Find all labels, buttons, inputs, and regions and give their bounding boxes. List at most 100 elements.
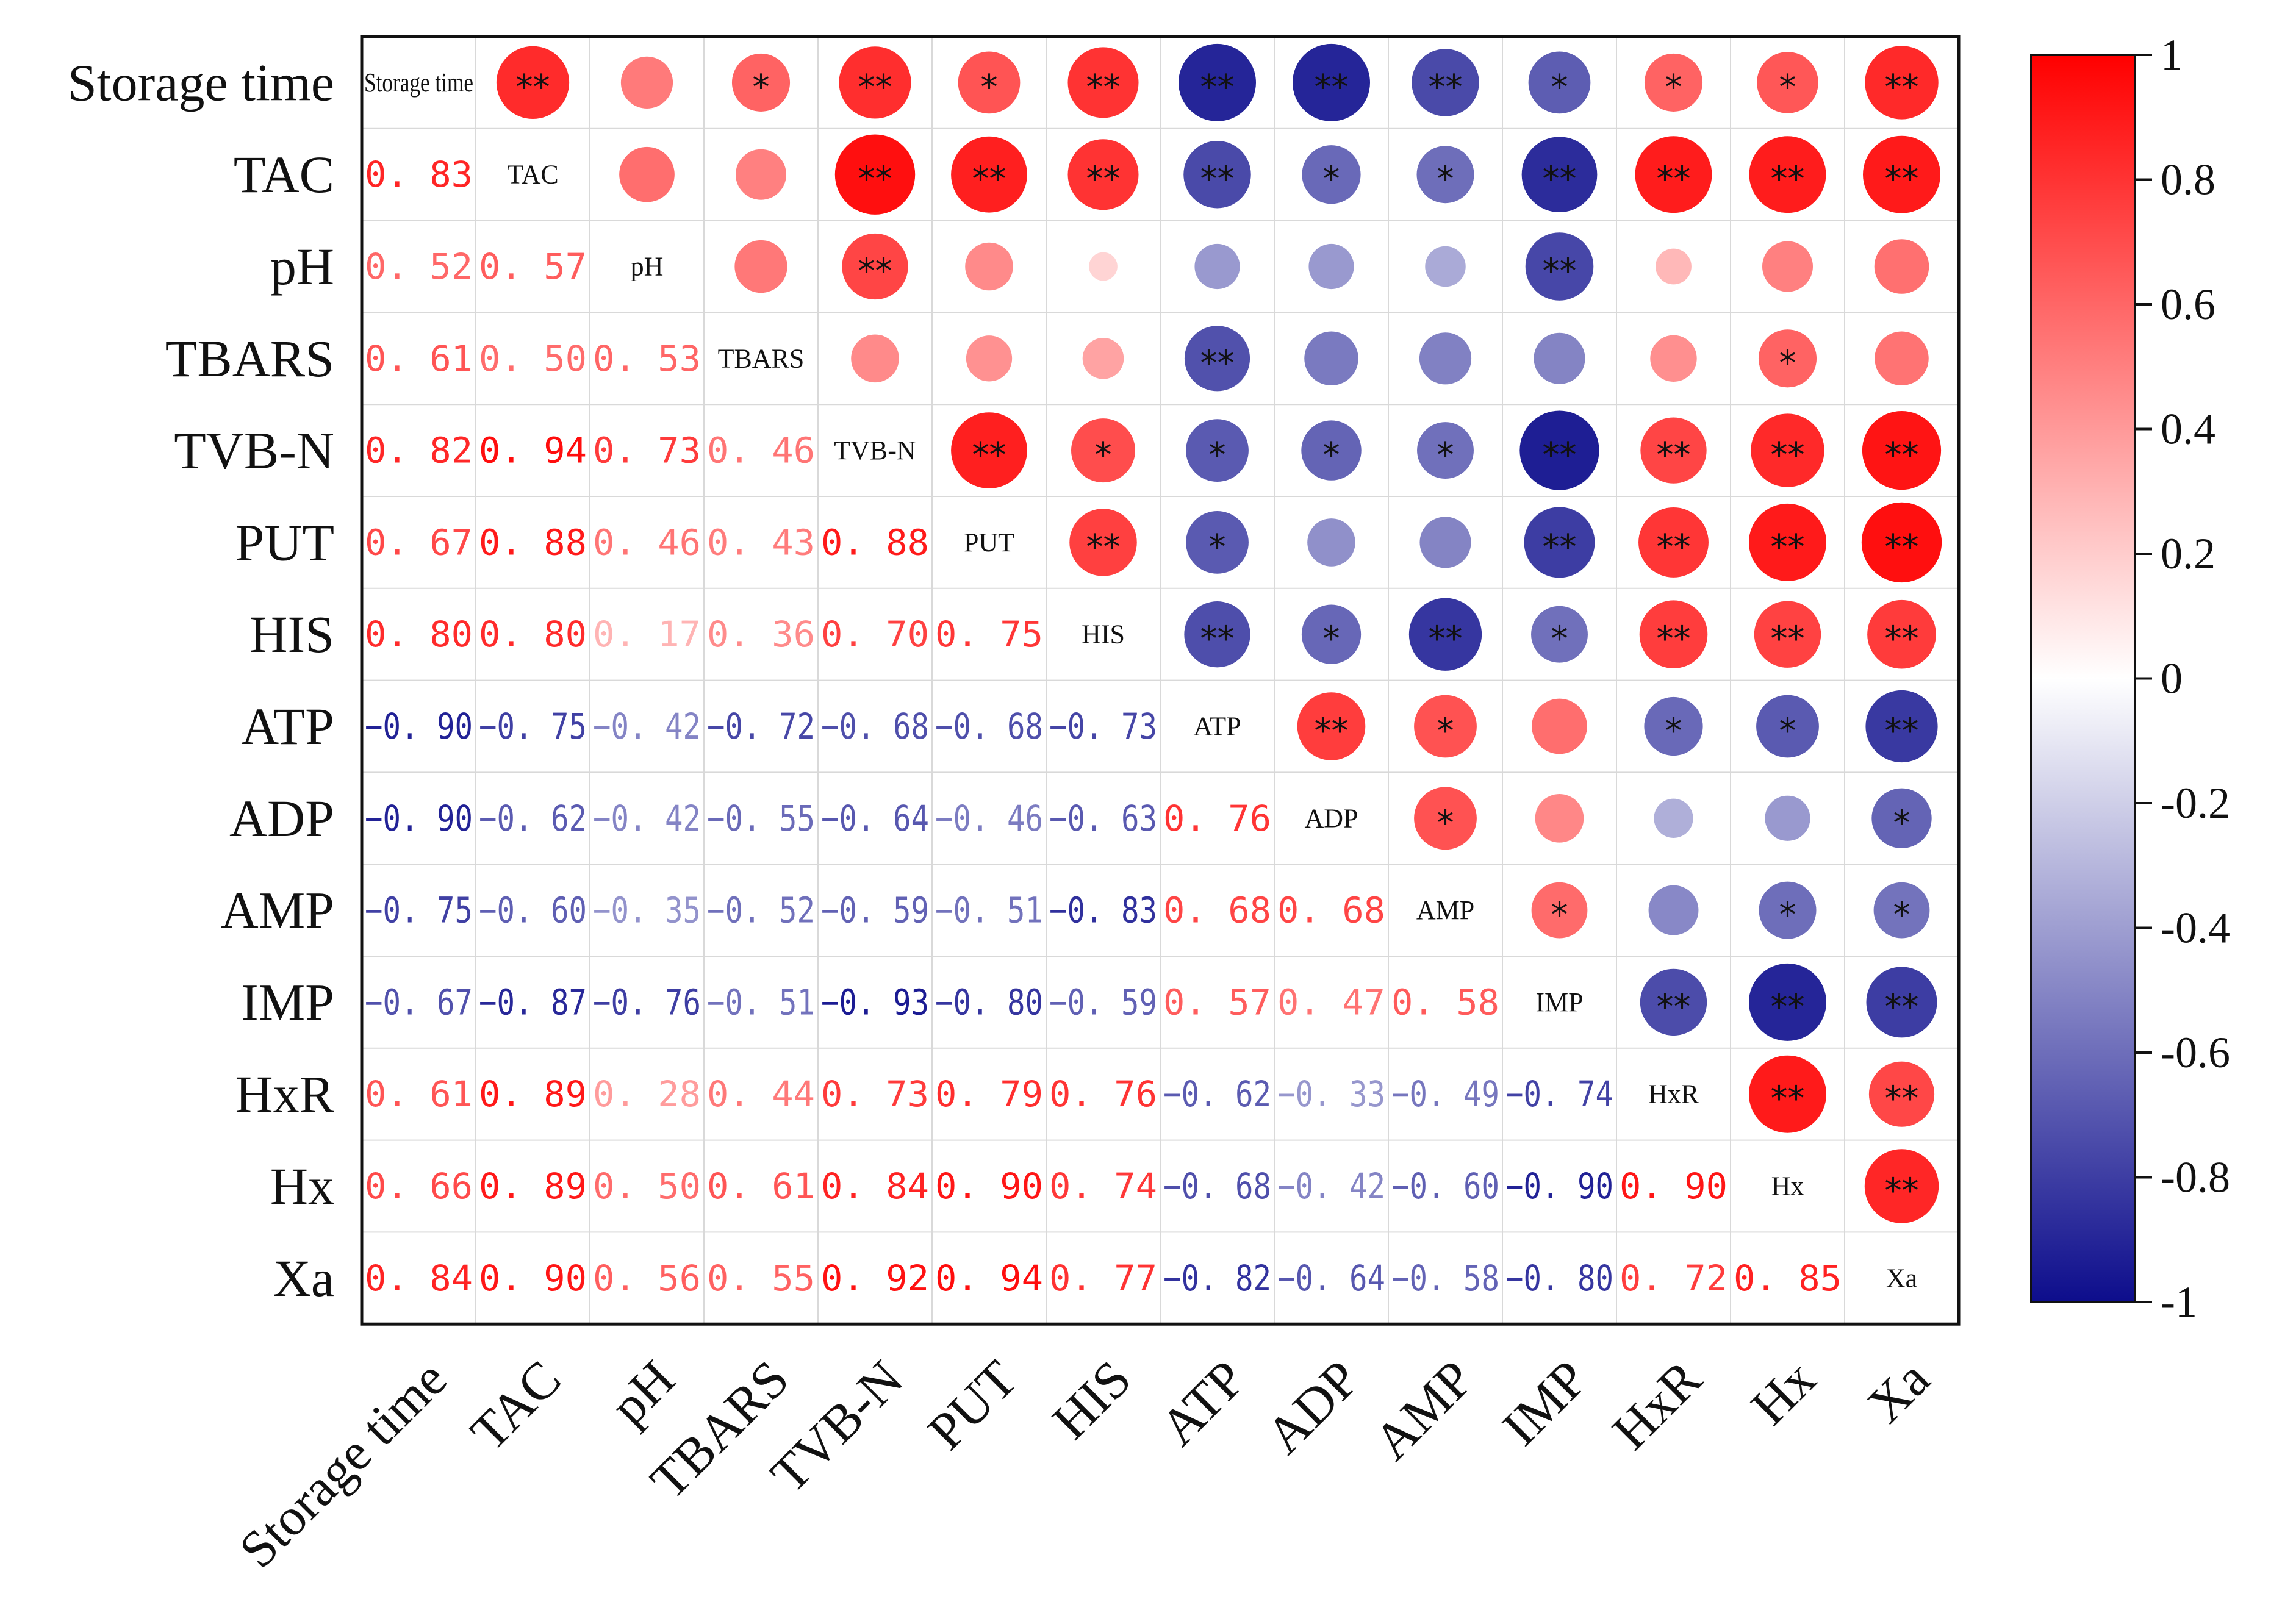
corr-value-hxr-tac: 0. 89 — [479, 1073, 587, 1115]
corr-value-atp-ph: −0. 42 — [593, 706, 701, 747]
corr-value-put-tbars: 0. 43 — [707, 521, 815, 563]
corr-circle-adp-amp — [1414, 787, 1477, 850]
corr-value-tvb-n-tac: 0. 94 — [479, 430, 587, 471]
colorbar-tick-label: -1 — [2161, 1278, 2197, 1326]
y-tick-label-tvb-n: TVB-N — [174, 421, 334, 480]
corr-circle-tbars-amp — [1419, 332, 1472, 385]
significance-mark: ** — [1771, 435, 1805, 475]
significance-mark: * — [1323, 620, 1340, 659]
diagonal-label-tvb-n: TVB-N — [834, 435, 916, 465]
corr-circle-atp-hx — [1756, 695, 1819, 758]
corr-value-xa-ph: 0. 56 — [593, 1257, 701, 1299]
significance-mark: * — [1209, 528, 1226, 567]
corr-circle-amp-imp — [1531, 882, 1588, 939]
corr-circle-tac-amp — [1416, 146, 1474, 204]
corr-value-amp-tac: −0. 60 — [479, 890, 587, 931]
corr-value-imp-put: −0. 80 — [935, 981, 1043, 1023]
corr-circle-amp-hxr — [1648, 885, 1699, 935]
significance-mark: ** — [1885, 712, 1919, 751]
corr-circle-storage-time-put — [958, 51, 1021, 114]
x-tick-label-ph: pH — [599, 1349, 686, 1436]
corr-circle-ph-amp — [1425, 246, 1466, 287]
corr-circle-imp-xa — [1866, 967, 1937, 1038]
corr-circle-his-hxr — [1639, 600, 1708, 668]
significance-mark: * — [1323, 160, 1340, 199]
significance-mark: ** — [1657, 987, 1691, 1027]
corr-value-adp-tbars: −0. 55 — [707, 798, 815, 839]
x-tick-label-amp: AMP — [1363, 1349, 1485, 1471]
corr-value-xa-storage-time: 0. 84 — [365, 1257, 473, 1299]
corr-circle-his-amp — [1408, 598, 1482, 671]
diagonal-label-hxr: HxR — [1648, 1079, 1699, 1109]
x-tick-label-hx: Hx — [1740, 1349, 1826, 1436]
x-tick-label-adp: ADP — [1255, 1349, 1371, 1465]
corr-value-hx-his: 0. 74 — [1049, 1165, 1157, 1207]
corr-circle-storage-time-tac — [496, 46, 570, 120]
corr-circle-put-amp — [1419, 517, 1471, 568]
colorbar-ticks: 1 0.8 0.6 0.4 0.2 0 -0.2 -0.4 -0.6 -0.8 -1 — [2135, 30, 2230, 1326]
colorbar-tick-label: 0.6 — [2161, 280, 2215, 329]
significance-mark: * — [1779, 68, 1796, 107]
diagonal-label-his: HIS — [1082, 620, 1125, 649]
corr-circle-put-his — [1069, 509, 1137, 576]
corr-value-hx-tbars: 0. 61 — [707, 1165, 815, 1207]
colorbar-tick-label: 0.4 — [2161, 405, 2215, 454]
corr-circle-tac-tbars — [736, 149, 786, 200]
corr-value-xa-hx: 0. 85 — [1734, 1257, 1842, 1299]
corr-circle-adp-hx — [1765, 795, 1810, 841]
significance-mark: * — [1209, 435, 1226, 475]
corr-value-hx-tvb-n: 0. 84 — [821, 1165, 929, 1207]
corr-value-amp-tbars: −0. 52 — [707, 890, 815, 931]
y-tick-label-hx: Hx — [270, 1157, 334, 1215]
significance-mark: ** — [1315, 68, 1349, 107]
significance-mark: * — [1893, 803, 1910, 843]
corr-value-hx-hxr: 0. 90 — [1620, 1165, 1727, 1207]
y-tick-label-storage-time: Storage time — [68, 53, 334, 112]
x-tick-label-imp: IMP — [1491, 1349, 1598, 1456]
corr-value-xa-his: 0. 77 — [1049, 1257, 1157, 1299]
colorbar-tick-label: -0.2 — [2161, 779, 2230, 828]
significance-mark: ** — [1543, 252, 1577, 292]
colorbar: 1 0.8 0.6 0.4 0.2 0 -0.2 -0.4 -0.6 -0.8 -1 — [2030, 30, 2230, 1326]
significance-mark: ** — [1771, 528, 1805, 567]
y-tick-label-ph: pH — [270, 237, 334, 296]
corr-circle-tac-hx — [1749, 136, 1826, 213]
corr-value-hxr-storage-time: 0. 61 — [365, 1073, 473, 1115]
corr-circle-tbars-xa — [1875, 331, 1929, 386]
y-tick-label-his: HIS — [249, 605, 334, 664]
corr-value-adp-storage-time: −0. 90 — [365, 798, 473, 839]
corr-value-xa-imp: −0. 80 — [1505, 1257, 1613, 1299]
corr-value-hx-imp: −0. 90 — [1505, 1165, 1613, 1207]
corr-circle-hxr-xa — [1868, 1061, 1935, 1127]
significance-mark: * — [1779, 712, 1796, 751]
significance-mark: ** — [1885, 528, 1919, 567]
corr-value-hxr-tbars: 0. 44 — [707, 1073, 815, 1115]
corr-circle-put-hx — [1749, 503, 1826, 581]
significance-mark: ** — [1200, 68, 1235, 107]
significance-mark: * — [1437, 803, 1454, 843]
significance-mark: ** — [1771, 1079, 1805, 1119]
corr-value-hx-amp: −0. 60 — [1391, 1165, 1499, 1207]
significance-mark: * — [1437, 712, 1454, 751]
corr-value-imp-amp: 0. 58 — [1391, 981, 1499, 1023]
significance-mark: ** — [1771, 620, 1805, 659]
corr-value-ph-tac: 0. 57 — [479, 246, 587, 287]
x-tick-label-atp: ATP — [1149, 1349, 1256, 1456]
corr-circle-tvb-n-his — [1071, 418, 1135, 483]
diagonal-label-amp: AMP — [1416, 895, 1474, 925]
corr-circle-ph-adp — [1308, 243, 1354, 290]
corr-value-adp-ph: −0. 42 — [593, 798, 701, 839]
y-tick-label-put: PUT — [235, 513, 334, 571]
corr-circle-his-adp — [1301, 604, 1362, 664]
corr-circle-tac-adp — [1302, 145, 1361, 204]
y-tick-label-tac: TAC — [234, 145, 334, 204]
corr-circle-tac-imp — [1521, 137, 1598, 213]
significance-mark: * — [1893, 895, 1910, 935]
corr-value-put-ph: 0. 46 — [593, 521, 701, 563]
diagonal-label-xa: Xa — [1886, 1263, 1917, 1293]
corr-value-amp-storage-time: −0. 75 — [365, 890, 473, 931]
corr-circle-tac-atp — [1183, 140, 1251, 209]
corr-circle-tbars-his — [1082, 338, 1124, 379]
corr-value-imp-tbars: −0. 51 — [707, 981, 815, 1023]
